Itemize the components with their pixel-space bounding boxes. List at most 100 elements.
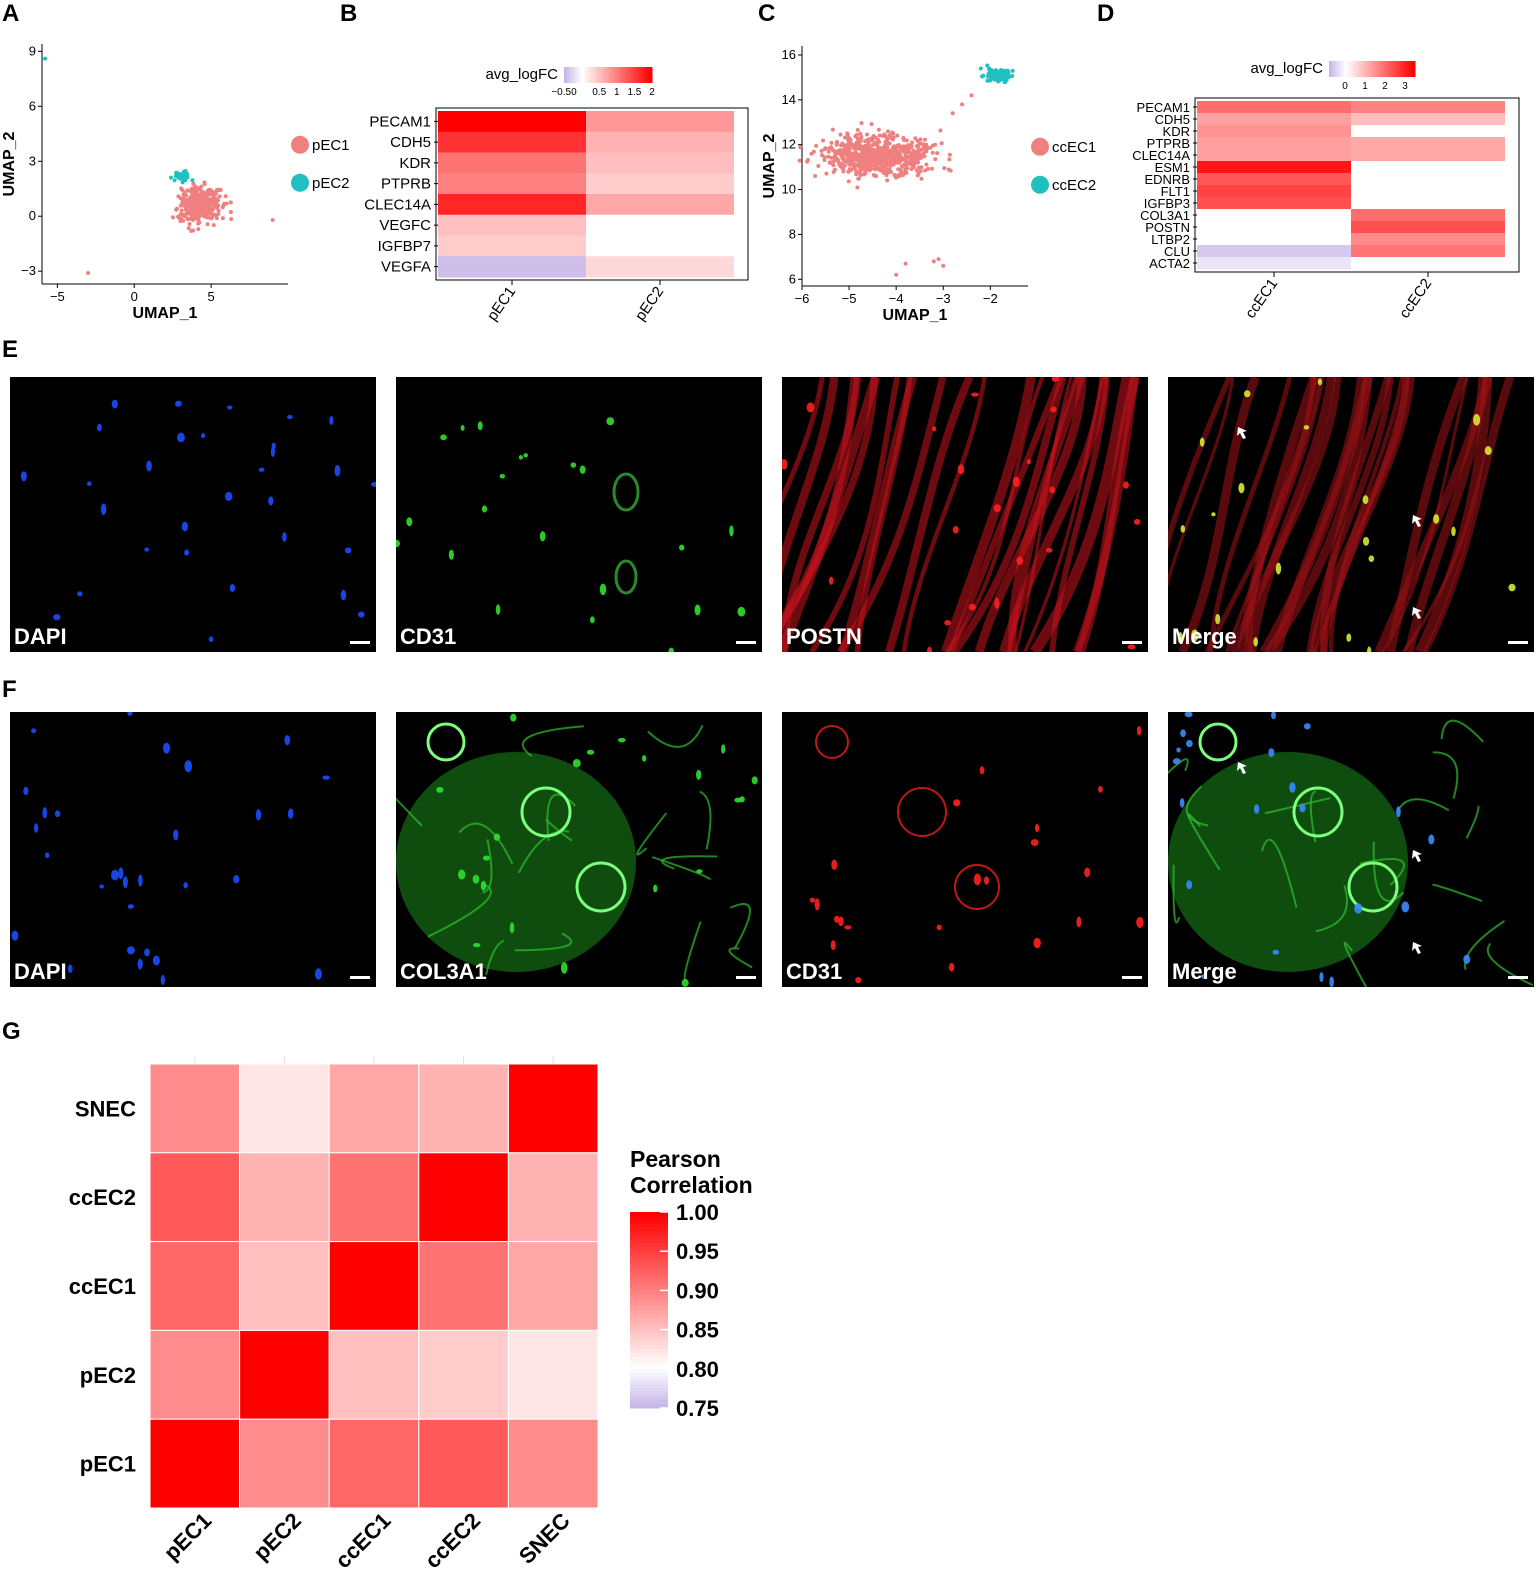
point-ccEC1 — [912, 154, 917, 159]
nucleus — [1136, 916, 1144, 929]
legend-swatch — [1365, 61, 1369, 77]
nucleus — [579, 465, 586, 474]
nucleus — [458, 869, 466, 880]
vessel — [426, 722, 466, 762]
point-ccEC1 — [830, 127, 835, 132]
col-label: pEC2 — [632, 284, 667, 324]
point-ccEC1 — [846, 136, 851, 141]
legend-title-line1: Pearson — [630, 1146, 721, 1172]
nucleus — [979, 766, 985, 775]
legend-swatch — [630, 1302, 668, 1307]
legend-tick-label: 0.85 — [676, 1318, 719, 1343]
legend-swatch — [1404, 61, 1407, 77]
heat-cell — [239, 1241, 330, 1331]
legend-label: ccEC1 — [1052, 139, 1096, 156]
legend-swatch — [597, 67, 600, 83]
heat-cell — [149, 1063, 241, 1154]
nucleus — [54, 810, 61, 818]
point-ccEC1 — [896, 167, 901, 172]
point-ccEC1 — [919, 176, 924, 181]
point-ccEC1 — [893, 152, 898, 157]
nucleus — [641, 755, 647, 762]
legend-tick-label: 1 — [1362, 81, 1368, 92]
legend-swatch — [630, 1337, 668, 1342]
point-pEC1 — [179, 208, 184, 213]
point-ccEC1 — [925, 166, 930, 171]
vessel — [815, 725, 849, 759]
nucleus — [570, 462, 577, 468]
point-ccEC1 — [829, 161, 834, 166]
legend-swatch — [630, 1255, 668, 1260]
micrograph-label: CD31 — [786, 959, 843, 984]
point-pEC2 — [172, 178, 177, 183]
heat-cell — [1351, 221, 1505, 234]
heat-cell — [149, 1152, 241, 1243]
point-ccEC1 — [911, 148, 916, 153]
point-pEC1 — [205, 188, 210, 193]
nucleus — [1243, 390, 1251, 398]
nucleus — [694, 604, 701, 616]
point-ccEC1 — [890, 148, 895, 153]
legend-tick-label: 0.90 — [676, 1278, 719, 1303]
point-pEC1 — [201, 190, 206, 195]
legend-swatch — [630, 1215, 668, 1221]
tissue-glow — [396, 752, 636, 972]
point-ccEC1 — [915, 160, 920, 165]
nucleus — [993, 504, 1001, 513]
point-outlier — [43, 56, 48, 61]
heat-cell — [1351, 149, 1505, 162]
point-outlier — [894, 272, 899, 277]
legend-swatch — [1397, 61, 1401, 77]
nucleus — [1123, 481, 1129, 489]
fiber — [1272, 377, 1367, 652]
legend-swatch — [1337, 61, 1341, 77]
point-pEC1 — [186, 216, 191, 221]
fiber — [1320, 377, 1392, 652]
legend-swatch — [630, 1270, 668, 1276]
nucleus — [1303, 723, 1311, 730]
point-ccEC1 — [908, 162, 913, 167]
point-ccEC1 — [911, 165, 916, 170]
col-label: ccEC1 — [330, 1508, 395, 1573]
point-pEC1 — [207, 191, 212, 196]
micrograph-texture — [809, 725, 1144, 984]
fiber — [1464, 920, 1505, 970]
nucleus — [1303, 425, 1310, 430]
legend-swatch — [630, 1357, 668, 1362]
legend-swatch — [630, 1259, 668, 1264]
nucleus — [229, 584, 236, 593]
heat-cell — [1197, 173, 1351, 186]
legend-swatch — [1393, 61, 1397, 77]
heat-cell — [507, 1418, 599, 1509]
micrograph-texture — [11, 712, 331, 985]
legend-label: ccEC2 — [1052, 177, 1096, 194]
col-label: ccEC2 — [1396, 276, 1435, 322]
nucleus — [510, 713, 517, 722]
nucleus — [181, 521, 189, 532]
panel-label-d: D — [1097, 0, 1115, 27]
point-ccEC1 — [903, 162, 908, 167]
fiber — [1396, 798, 1450, 812]
legend-swatch — [630, 1286, 668, 1291]
legend-swatch — [1359, 61, 1362, 77]
nucleus — [1329, 976, 1334, 987]
point-pEC1 — [222, 201, 227, 206]
micrograph-label: DAPI — [14, 959, 67, 984]
legend-swatch — [605, 67, 609, 83]
heat-cell — [239, 1063, 330, 1154]
point-ccEC1 — [859, 121, 864, 126]
heat-cell — [1197, 137, 1351, 150]
legend-tick-label: −0.50 — [551, 87, 577, 98]
scale-bar — [1508, 976, 1528, 979]
nucleus — [696, 769, 702, 780]
y-tick-label: 0 — [29, 208, 36, 223]
fiber — [809, 377, 901, 652]
point-ccEC1 — [877, 133, 882, 138]
point-pEC1 — [228, 200, 233, 205]
vessel — [1292, 786, 1344, 838]
point-ccEC1 — [813, 173, 818, 178]
nucleus — [953, 799, 961, 807]
legend-swatch — [599, 67, 602, 83]
point-ccEC2 — [980, 74, 985, 79]
scale-bar — [350, 976, 370, 979]
